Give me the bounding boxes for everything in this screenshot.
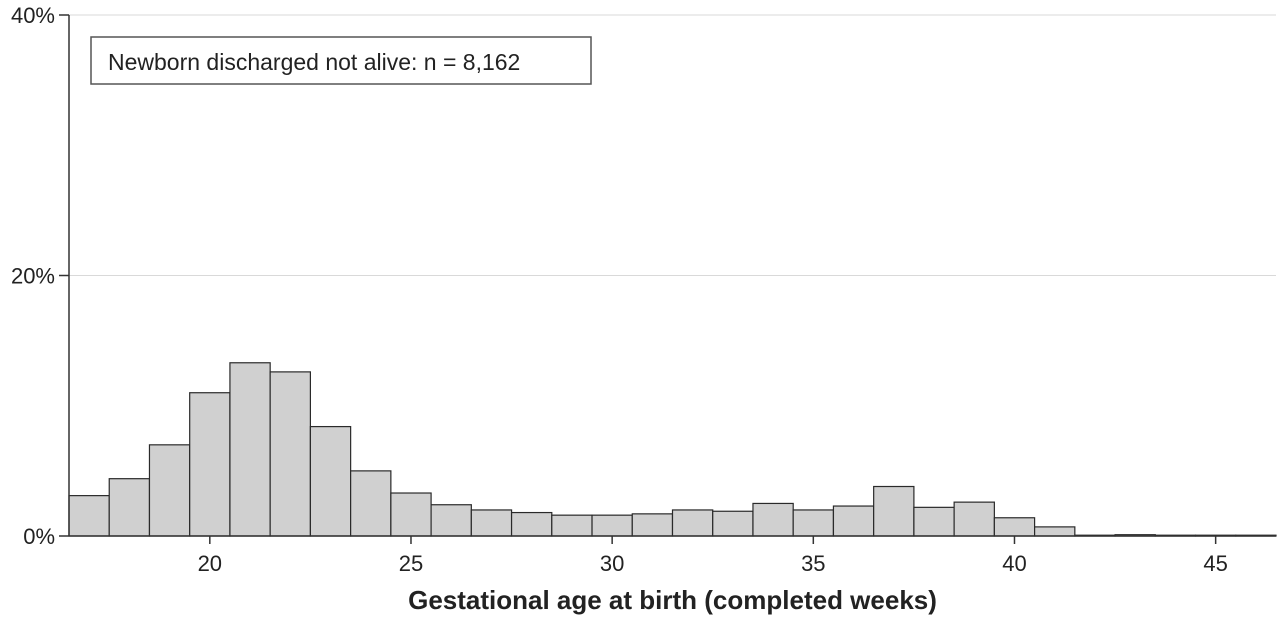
- annotation-box: Newborn discharged not alive: n = 8,162: [90, 36, 592, 85]
- histogram-bar: [631, 513, 674, 537]
- y-tick-label: 40%: [11, 3, 55, 28]
- histogram-bar: [350, 470, 392, 537]
- x-tick-label: 20: [198, 551, 222, 576]
- histogram-bar: [993, 517, 1036, 537]
- histogram-bar: [229, 362, 271, 537]
- histogram-bar: [752, 502, 794, 537]
- annotation-frame: [90, 36, 592, 85]
- histogram-bar: [510, 511, 553, 537]
- histogram-bar: [873, 485, 915, 537]
- histogram-bar: [551, 514, 593, 537]
- y-axis-ticks: 0% 20% 40%: [11, 3, 69, 549]
- x-tick-label: 40: [1002, 551, 1026, 576]
- y-tick-label: 20%: [11, 264, 55, 289]
- histogram-bar: [1033, 526, 1076, 537]
- annotation-text: Newborn discharged not alive: n = 8,162: [108, 49, 520, 75]
- histogram-bar: [792, 509, 835, 537]
- histogram-bar: [591, 514, 633, 537]
- histogram-bar: [309, 425, 352, 537]
- histogram-bar: [712, 510, 754, 537]
- x-tick-label: 45: [1203, 551, 1227, 576]
- histogram-bar: [189, 392, 231, 537]
- x-tick-label: 35: [801, 551, 825, 576]
- histogram-bar: [913, 506, 955, 537]
- histogram-bar: [470, 509, 513, 537]
- x-axis-title: Gestational age at birth (completed week…: [408, 585, 937, 615]
- x-tick-label: 25: [399, 551, 423, 576]
- histogram-bar: [269, 371, 311, 537]
- histogram-bar: [108, 478, 151, 537]
- y-tick-label: 0%: [23, 524, 55, 549]
- x-axis-ticks: 20 25 30 35 40 45: [198, 536, 1228, 576]
- histogram-bar: [671, 509, 714, 537]
- histogram-bar: [390, 492, 432, 537]
- histogram-bar: [832, 505, 875, 537]
- gridlines: [69, 14, 1276, 276]
- histogram-bar: [148, 444, 191, 537]
- histogram-bars: [68, 362, 1277, 537]
- histogram-bar: [953, 501, 995, 537]
- histogram-bar: [430, 504, 472, 537]
- x-tick-label: 30: [600, 551, 624, 576]
- histogram-bar: [68, 495, 110, 537]
